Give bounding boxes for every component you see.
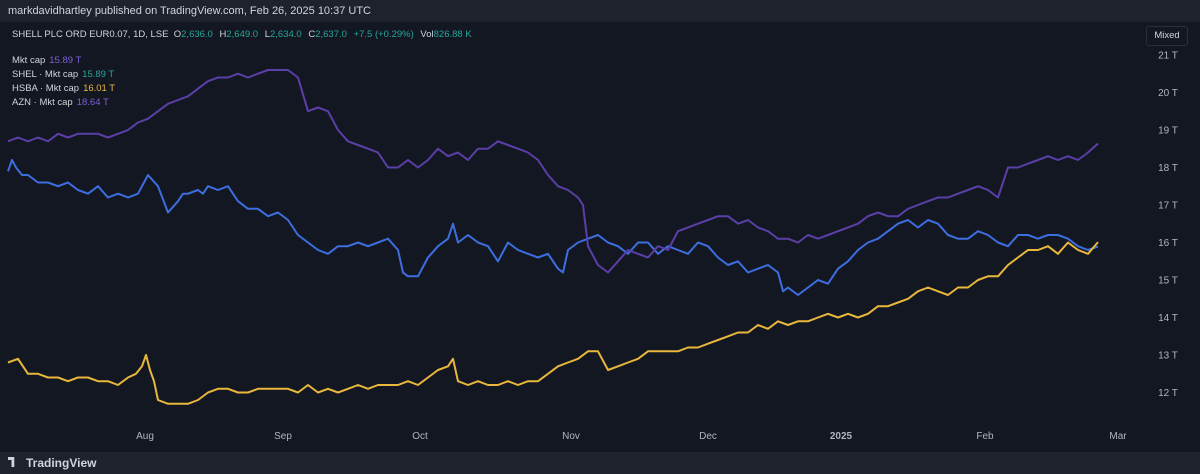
legend-value: 15.89 T xyxy=(82,69,115,80)
x-tick-label: Aug xyxy=(136,431,154,442)
legend-item-azn[interactable]: AZN · Mkt cap 18.64 T xyxy=(12,97,109,108)
y-tick-label: 12 T xyxy=(1158,388,1178,399)
x-tick-label: Feb xyxy=(976,431,994,442)
y-tick-label: 13 T xyxy=(1158,351,1178,362)
legend-label: SHEL · Mkt cap xyxy=(12,69,79,80)
y-tick-label: 14 T xyxy=(1158,313,1178,324)
x-tick-label: Oct xyxy=(412,431,428,442)
tradingview-logo-icon xyxy=(8,457,15,467)
y-tick-label: 18 T xyxy=(1158,163,1178,174)
x-tick-label: Sep xyxy=(274,431,292,442)
low-label: L xyxy=(264,29,270,40)
y-tick-label: 19 T xyxy=(1158,126,1178,137)
y-tick-label: 16 T xyxy=(1158,238,1178,249)
series-line-azn[interactable] xyxy=(7,69,1099,274)
open-label: O xyxy=(173,29,182,40)
series-layer xyxy=(7,69,1099,405)
logo-text: TradingView xyxy=(26,456,97,470)
y-tick-label: 20 T xyxy=(1158,88,1178,99)
close-value: 2,637.0 xyxy=(315,29,347,40)
mixed-scale-button[interactable]: Mixed xyxy=(1146,26,1188,46)
x-tick-label: Dec xyxy=(699,431,717,442)
y-tick-label: 15 T xyxy=(1158,276,1178,287)
tradingview-logo[interactable]: TradingView xyxy=(8,456,96,470)
series-line-shel[interactable] xyxy=(7,159,1099,296)
symbol-info: SHELL PLC ORD EUR0.07, 1D, LSE O2,636.0 … xyxy=(12,29,476,40)
open-value: 2,636.0 xyxy=(181,29,213,40)
x-axis: Aug Sep Oct Nov Dec 2025 Feb Mar xyxy=(136,431,1127,442)
symbol-name: SHELL PLC ORD EUR0.07, 1D, LSE xyxy=(12,29,169,40)
low-value: 2,634.0 xyxy=(270,29,302,40)
volume-label: Vol xyxy=(420,29,434,40)
high-value: 2,649.0 xyxy=(226,29,259,40)
legend-label: Mkt cap xyxy=(12,55,46,66)
legend-label: HSBA · Mkt cap xyxy=(12,83,80,94)
series-line-hsba[interactable] xyxy=(7,241,1099,405)
legend-value: 16.01 T xyxy=(83,83,116,94)
high-label: H xyxy=(219,29,227,40)
footer-bar: TradingView xyxy=(0,452,1200,474)
legend-label: AZN · Mkt cap xyxy=(12,97,73,108)
publisher-bar: markdavidhartley published on TradingVie… xyxy=(0,0,1200,22)
publisher-text: markdavidhartley published on TradingVie… xyxy=(8,5,372,17)
y-axis: 12 T 13 T 14 T 15 T 16 T 17 T 18 T 19 T 20 T 21 T xyxy=(1158,51,1178,400)
volume-value: 826.88 K xyxy=(433,29,472,40)
legend-item-mkt-cap[interactable]: Mkt cap 15.89 T xyxy=(12,55,81,66)
x-tick-label: Nov xyxy=(562,431,580,442)
y-tick-label: 21 T xyxy=(1158,51,1178,62)
y-tick-label: 17 T xyxy=(1158,201,1178,212)
legend-item-hsba[interactable]: HSBA · Mkt cap 16.01 T xyxy=(12,83,115,94)
close-label: C xyxy=(308,29,316,40)
x-tick-label: 2025 xyxy=(830,431,853,442)
x-tick-label: Mar xyxy=(1109,431,1127,442)
change-value: +7.5 (+0.29%) xyxy=(353,29,414,40)
legend-item-shel[interactable]: SHEL · Mkt cap 15.89 T xyxy=(12,69,114,80)
legend-value: 18.64 T xyxy=(76,97,109,108)
legend-value: 15.89 T xyxy=(49,55,82,66)
